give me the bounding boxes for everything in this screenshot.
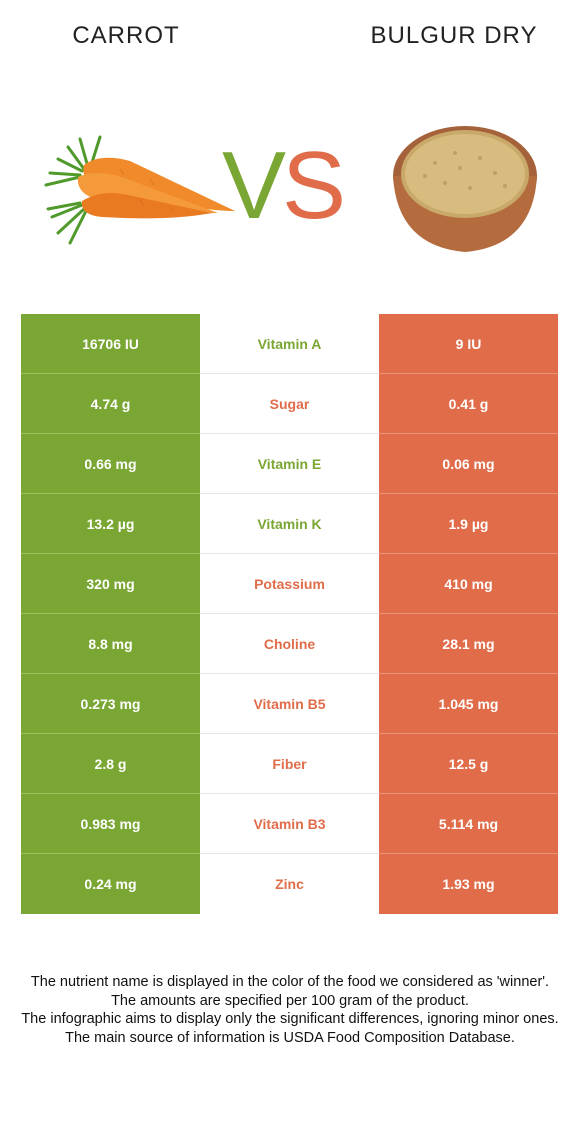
right-food-title: BULGUR DRY	[370, 22, 538, 49]
table-row: 4.74 g Sugar 0.41 g	[21, 374, 558, 434]
footer-line: The amounts are specified per 100 gram o…	[111, 992, 469, 1009]
table-row: 0.66 mg Vitamin E 0.06 mg	[21, 434, 558, 494]
left-value: 320 mg	[21, 554, 200, 614]
table-row: 8.8 mg Choline 28.1 mg	[21, 614, 558, 674]
right-value: 1.93 mg	[379, 854, 558, 914]
nutrient-name: Potassium	[200, 554, 379, 614]
nutrient-name: Vitamin K	[200, 494, 379, 554]
table-row: 320 mg Potassium 410 mg	[21, 554, 558, 614]
left-value: 8.8 mg	[21, 614, 200, 674]
nutrient-name: Vitamin E	[200, 434, 379, 494]
left-value: 4.74 g	[21, 374, 200, 434]
left-food-title: CARROT	[72, 22, 180, 49]
right-value: 410 mg	[379, 554, 558, 614]
nutrient-name: Zinc	[200, 854, 379, 914]
footer-line: The nutrient name is displayed in the co…	[30, 974, 550, 990]
nutrient-name: Vitamin B5	[200, 674, 379, 734]
right-value: 0.06 mg	[379, 434, 558, 494]
nutrient-name: Fiber	[200, 734, 379, 794]
table-row: 0.273 mg Vitamin B5 1.045 mg	[21, 674, 558, 734]
table-row: 0.24 mg Zinc 1.93 mg	[21, 854, 558, 914]
nutrient-name: Sugar	[200, 374, 379, 434]
left-value: 0.983 mg	[21, 794, 200, 854]
right-value: 5.114 mg	[379, 794, 558, 854]
table-row: 0.983 mg Vitamin B3 5.114 mg	[21, 794, 558, 854]
nutrient-name: Choline	[200, 614, 379, 674]
right-value: 0.41 g	[379, 374, 558, 434]
right-value: 9 IU	[379, 314, 558, 374]
header: CARROT BULGUR DRY VS	[0, 0, 580, 300]
right-value: 12.5 g	[379, 734, 558, 794]
left-value: 13.2 µg	[21, 494, 200, 554]
footer-line: The main source of information is USDA F…	[65, 1029, 515, 1046]
left-value: 2.8 g	[21, 734, 200, 794]
right-value: 1.045 mg	[379, 674, 558, 734]
footer-line: The infographic aims to display only the…	[21, 1011, 559, 1027]
nutrient-name: Vitamin B3	[200, 794, 379, 854]
nutrient-name: Vitamin A	[200, 314, 379, 374]
left-value: 0.273 mg	[21, 674, 200, 734]
right-value: 28.1 mg	[379, 614, 558, 674]
footer-notes: The nutrient name is displayed in the co…	[10, 973, 570, 1047]
right-value: 1.9 µg	[379, 494, 558, 554]
vs-label: VS	[222, 132, 346, 239]
table-row: 13.2 µg Vitamin K 1.9 µg	[21, 494, 558, 554]
bulgur-bowl-image	[393, 126, 537, 252]
carrot-image	[44, 135, 235, 245]
left-value: 16706 IU	[21, 314, 200, 374]
left-value: 0.24 mg	[21, 854, 200, 914]
left-value: 0.66 mg	[21, 434, 200, 494]
table-row: 2.8 g Fiber 12.5 g	[21, 734, 558, 794]
